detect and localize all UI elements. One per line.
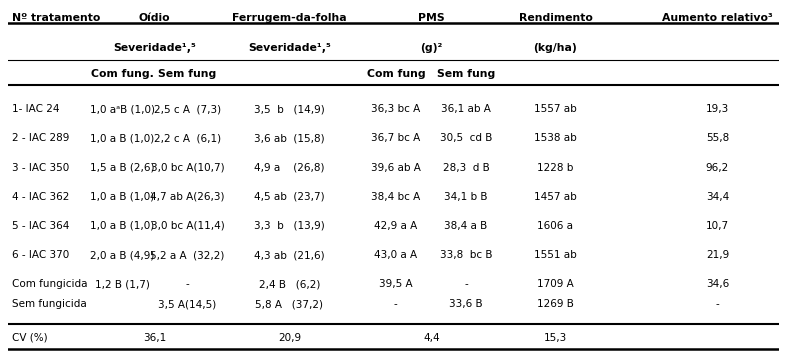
Text: 5,8 A   (37,2): 5,8 A (37,2) xyxy=(255,299,323,309)
Text: Com fungicida: Com fungicida xyxy=(12,279,87,289)
Text: 1457 ab: 1457 ab xyxy=(534,192,577,202)
Text: 2 - IAC 289: 2 - IAC 289 xyxy=(12,133,69,143)
Text: 1,0 a B (1,0): 1,0 a B (1,0) xyxy=(90,133,154,143)
Text: 1606 a: 1606 a xyxy=(538,221,574,231)
Text: (kg/ha): (kg/ha) xyxy=(534,43,578,52)
Text: 39,6 ab A: 39,6 ab A xyxy=(371,163,421,173)
Text: 4,9 a    (26,8): 4,9 a (26,8) xyxy=(254,163,324,173)
Text: 38,4 bc A: 38,4 bc A xyxy=(371,192,420,202)
Text: 36,3 bc A: 36,3 bc A xyxy=(371,104,420,114)
Text: 3,6 ab  (15,8): 3,6 ab (15,8) xyxy=(254,133,325,143)
Text: (g)²: (g)² xyxy=(420,43,442,52)
Text: Com fung.: Com fung. xyxy=(91,69,153,79)
Text: 1538 ab: 1538 ab xyxy=(534,133,577,143)
Text: 36,1: 36,1 xyxy=(142,333,166,343)
Text: 42,9 a A: 42,9 a A xyxy=(374,221,417,231)
Text: 33,6 B: 33,6 B xyxy=(449,299,482,309)
Text: Oídio: Oídio xyxy=(139,13,170,23)
Text: Sem fung: Sem fung xyxy=(158,69,216,79)
Text: 3,0 bc A(11,4): 3,0 bc A(11,4) xyxy=(150,221,224,231)
Text: Nº tratamento: Nº tratamento xyxy=(12,13,100,23)
Text: Severidade¹,⁵: Severidade¹,⁵ xyxy=(248,43,331,52)
Text: 38,4 a B: 38,4 a B xyxy=(445,221,488,231)
Text: Com fung: Com fung xyxy=(367,69,425,79)
Text: 3,0 bc A(10,7): 3,0 bc A(10,7) xyxy=(151,163,224,173)
Text: 96,2: 96,2 xyxy=(706,163,729,173)
Text: 1,0 a B (1,0): 1,0 a B (1,0) xyxy=(90,192,154,202)
Text: PMS: PMS xyxy=(418,13,445,23)
Text: Sem fungicida: Sem fungicida xyxy=(12,299,87,309)
Text: 1709 A: 1709 A xyxy=(537,279,574,289)
Text: 1,2 B (1,7): 1,2 B (1,7) xyxy=(94,279,150,289)
Text: -: - xyxy=(715,299,719,309)
Text: 3,5 A(14,5): 3,5 A(14,5) xyxy=(158,299,216,309)
Text: 3,3  b   (13,9): 3,3 b (13,9) xyxy=(254,221,325,231)
Text: 1551 ab: 1551 ab xyxy=(534,250,577,260)
Text: 30,5  cd B: 30,5 cd B xyxy=(440,133,492,143)
Text: 6 - IAC 370: 6 - IAC 370 xyxy=(12,250,69,260)
Text: 15,3: 15,3 xyxy=(544,333,567,343)
Text: 33,8  bc B: 33,8 bc B xyxy=(440,250,492,260)
Text: 10,7: 10,7 xyxy=(706,221,729,231)
Text: 1269 B: 1269 B xyxy=(537,299,574,309)
Text: Severidade¹,⁵: Severidade¹,⁵ xyxy=(113,43,196,52)
Text: 4,7 ab A(26,3): 4,7 ab A(26,3) xyxy=(150,192,225,202)
Text: 21,9: 21,9 xyxy=(706,250,729,260)
Text: 5,2 a A  (32,2): 5,2 a A (32,2) xyxy=(150,250,225,260)
Text: 4 - IAC 362: 4 - IAC 362 xyxy=(12,192,69,202)
Text: CV (%): CV (%) xyxy=(12,333,47,343)
Text: 4,3 ab  (21,6): 4,3 ab (21,6) xyxy=(254,250,325,260)
Text: 39,5 A: 39,5 A xyxy=(379,279,412,289)
Text: 36,1 ab A: 36,1 ab A xyxy=(441,104,491,114)
Text: 4,5 ab  (23,7): 4,5 ab (23,7) xyxy=(254,192,325,202)
Text: 1,5 a B (2,6): 1,5 a B (2,6) xyxy=(90,163,154,173)
Text: Aumento relativo³: Aumento relativo³ xyxy=(662,13,773,23)
Text: 28,3  d B: 28,3 d B xyxy=(442,163,490,173)
Text: 2,0 a B (4,9): 2,0 a B (4,9) xyxy=(90,250,154,260)
Text: 19,3: 19,3 xyxy=(706,104,729,114)
Text: 3 - IAC 350: 3 - IAC 350 xyxy=(12,163,69,173)
Text: 34,6: 34,6 xyxy=(706,279,729,289)
Text: 1- IAC 24: 1- IAC 24 xyxy=(12,104,59,114)
Text: 1,0 a B (1,0): 1,0 a B (1,0) xyxy=(90,221,154,231)
Text: 1557 ab: 1557 ab xyxy=(534,104,577,114)
Text: 34,4: 34,4 xyxy=(706,192,729,202)
Text: 1228 b: 1228 b xyxy=(538,163,574,173)
Text: Rendimento: Rendimento xyxy=(519,13,593,23)
Text: 1,0 aᵃB (1,0): 1,0 aᵃB (1,0) xyxy=(90,104,154,114)
Text: 2,2 c A  (6,1): 2,2 c A (6,1) xyxy=(154,133,221,143)
Text: 55,8: 55,8 xyxy=(706,133,729,143)
Text: Sem fung: Sem fung xyxy=(437,69,495,79)
Text: 4,4: 4,4 xyxy=(423,333,440,343)
Text: 2,4 B   (6,2): 2,4 B (6,2) xyxy=(259,279,320,289)
Text: 20,9: 20,9 xyxy=(278,333,301,343)
Text: 3,5  b   (14,9): 3,5 b (14,9) xyxy=(254,104,325,114)
Text: -: - xyxy=(464,279,468,289)
Text: 34,1 b B: 34,1 b B xyxy=(444,192,488,202)
Text: 36,7 bc A: 36,7 bc A xyxy=(371,133,420,143)
Text: 2,5 c A  (7,3): 2,5 c A (7,3) xyxy=(154,104,221,114)
Text: 5 - IAC 364: 5 - IAC 364 xyxy=(12,221,69,231)
Text: 43,0 a A: 43,0 a A xyxy=(375,250,417,260)
Text: -: - xyxy=(394,299,397,309)
Text: -: - xyxy=(186,279,190,289)
Text: Ferrugem-da-folha: Ferrugem-da-folha xyxy=(232,13,347,23)
